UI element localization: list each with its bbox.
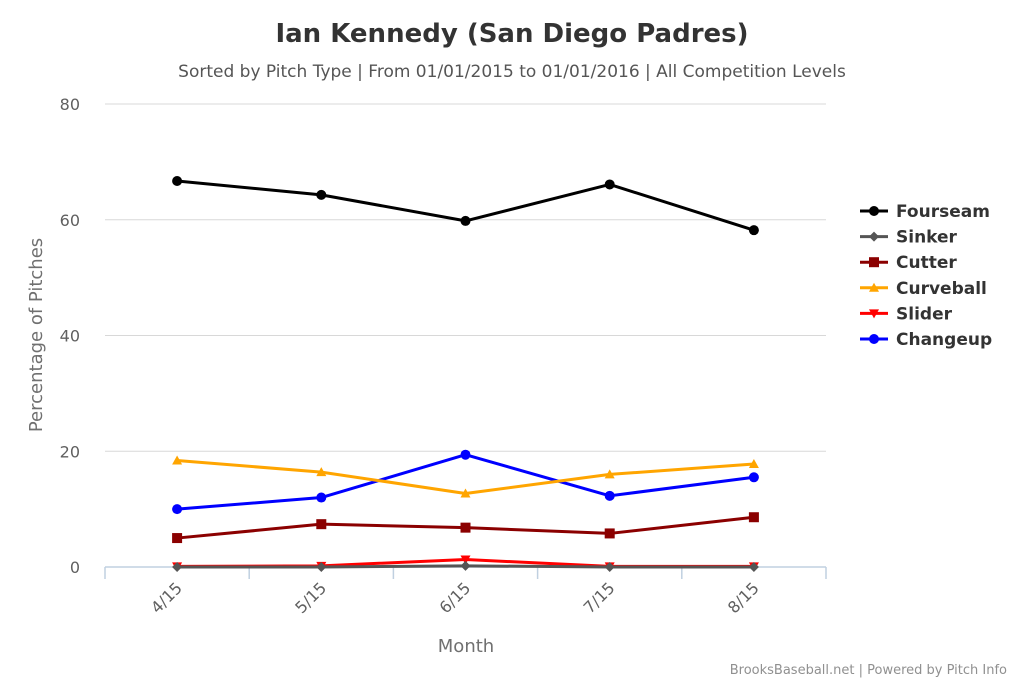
sinker-point[interactable] [172, 562, 183, 572]
fourseam-point[interactable] [316, 189, 327, 200]
legend-item-sinker[interactable]: Sinker [860, 228, 958, 248]
x-axis-title: Month [438, 636, 494, 657]
y-axis-title: Percentage of Pitches [26, 238, 47, 432]
y-axis: 0 20 40 60 80 [60, 95, 80, 577]
legend-label: Sinker [896, 228, 958, 248]
sinker-point[interactable] [748, 562, 759, 572]
series-cutter [172, 512, 759, 544]
legend-marker[interactable] [869, 231, 879, 242]
cutter-point[interactable] [748, 512, 759, 523]
changeup-point[interactable] [460, 449, 471, 460]
legend-label: Slider [896, 304, 953, 324]
legend-item-slider[interactable]: Slider [860, 304, 953, 324]
legend-marker[interactable] [869, 206, 879, 216]
fourseam-point[interactable] [604, 179, 615, 190]
y-tick-label: 0 [70, 558, 80, 577]
changeup-line[interactable] [176, 453, 755, 511]
legend[interactable]: Fourseam Sinker Cutter Curveball Slider Chang… [860, 202, 992, 350]
series-changeup [172, 449, 759, 515]
legend-label: Curveball [896, 279, 987, 299]
sinker-point[interactable] [460, 560, 471, 571]
slider-point[interactable] [460, 555, 471, 565]
sinker-point[interactable] [604, 562, 615, 572]
legend-item-changeup[interactable]: Changeup [860, 330, 992, 350]
curveball-point[interactable] [316, 467, 327, 477]
series-curveball [172, 455, 759, 498]
x-axis: 4/15 5/15 6/15 7/15 8/15 [104, 566, 827, 617]
changeup-point[interactable] [604, 490, 615, 501]
legend-label: Cutter [896, 253, 957, 273]
legend-item-curveball[interactable]: Curveball [860, 279, 987, 299]
fourseam-point[interactable] [748, 225, 759, 236]
cutter-point[interactable] [172, 533, 183, 544]
legend-label: Fourseam [896, 202, 990, 222]
x-tick-label: 5/15 [291, 578, 330, 617]
y-tick-label: 80 [60, 95, 80, 114]
chart-subtitle: Sorted by Pitch Type | From 01/01/2015 t… [178, 62, 846, 82]
sinker-point[interactable] [316, 562, 327, 572]
credits[interactable]: BrooksBaseball.net | Powered by Pitch In… [730, 663, 1007, 678]
changeup-point[interactable] [316, 492, 327, 503]
curveball-point[interactable] [748, 458, 759, 468]
y-tick-label: 40 [60, 327, 80, 346]
x-tick-label: 4/15 [147, 578, 186, 617]
cutter-point[interactable] [316, 519, 327, 530]
y-tick-label: 20 [60, 442, 80, 461]
series-fourseam [172, 175, 759, 236]
changeup-point[interactable] [748, 472, 759, 483]
series-sinker [172, 560, 759, 572]
changeup-point[interactable] [172, 504, 183, 515]
cutter-point[interactable] [604, 528, 615, 539]
fourseam-point[interactable] [460, 215, 471, 226]
legend-marker[interactable] [869, 334, 879, 344]
legend-marker[interactable] [869, 309, 879, 319]
curveball-point[interactable] [172, 455, 183, 465]
x-tick-label: 8/15 [724, 578, 763, 617]
fourseam-point[interactable] [172, 175, 183, 186]
chart-title: Ian Kennedy (San Diego Padres) [275, 19, 748, 49]
grid-lines [105, 103, 826, 452]
series-group [172, 175, 759, 572]
cutter-point[interactable] [460, 522, 471, 533]
legend-marker[interactable] [869, 257, 879, 268]
x-tick-label: 7/15 [580, 578, 619, 617]
y-tick-label: 60 [60, 211, 80, 230]
legend-item-fourseam[interactable]: Fourseam [860, 202, 990, 222]
legend-item-cutter[interactable]: Cutter [860, 253, 957, 273]
x-tick-label: 6/15 [435, 578, 474, 617]
curveball-point[interactable] [460, 488, 471, 498]
curveball-point[interactable] [604, 469, 615, 479]
legend-label: Changeup [896, 330, 992, 350]
legend-marker[interactable] [869, 282, 879, 292]
